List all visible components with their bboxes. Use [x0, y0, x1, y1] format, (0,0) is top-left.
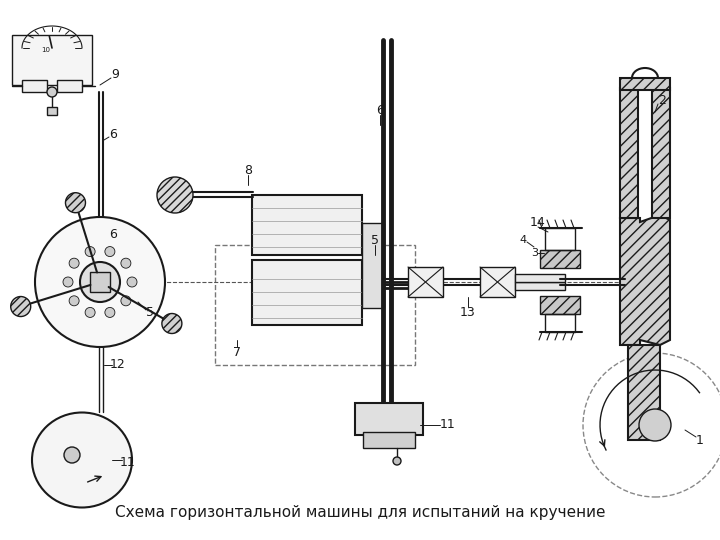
Bar: [545, 314, 575, 332]
Circle shape: [69, 296, 79, 306]
Text: 12: 12: [110, 359, 126, 372]
Circle shape: [639, 409, 671, 441]
Circle shape: [105, 307, 115, 318]
Text: 1: 1: [696, 434, 704, 447]
Text: 2: 2: [658, 93, 666, 106]
Circle shape: [63, 277, 73, 287]
Text: 9: 9: [111, 69, 119, 82]
Bar: [252, 260, 362, 325]
Text: 5: 5: [371, 233, 379, 246]
Circle shape: [11, 296, 31, 316]
Bar: [515, 274, 565, 282]
Text: 11: 11: [440, 418, 456, 431]
Text: 6: 6: [376, 104, 384, 117]
Bar: [620, 78, 670, 90]
Circle shape: [80, 262, 120, 302]
Circle shape: [66, 193, 86, 213]
Circle shape: [85, 307, 95, 318]
Text: 13: 13: [460, 306, 476, 319]
Text: 11: 11: [120, 456, 136, 469]
Bar: [408, 267, 443, 297]
Bar: [252, 195, 362, 255]
Text: Схема горизонтальной машины для испытаний на кручение: Схема горизонтальной машины для испытани…: [114, 504, 606, 519]
Bar: [620, 88, 638, 218]
Ellipse shape: [32, 413, 132, 508]
Circle shape: [85, 247, 95, 256]
Bar: [545, 228, 575, 250]
Text: 6: 6: [109, 228, 117, 241]
Text: 14: 14: [530, 215, 546, 228]
Bar: [57, 80, 82, 92]
Circle shape: [121, 296, 131, 306]
Bar: [47, 107, 57, 115]
Circle shape: [393, 457, 401, 465]
Text: 7: 7: [233, 347, 241, 360]
Bar: [652, 88, 670, 218]
Circle shape: [127, 277, 137, 287]
Text: 8: 8: [244, 164, 252, 177]
Bar: [515, 282, 565, 290]
Bar: [355, 403, 423, 435]
Text: 10: 10: [42, 47, 50, 53]
Bar: [363, 432, 415, 448]
Circle shape: [47, 87, 57, 97]
Polygon shape: [620, 215, 670, 345]
Circle shape: [121, 258, 131, 268]
Bar: [628, 345, 660, 440]
Bar: [362, 223, 384, 308]
Text: 5: 5: [146, 306, 154, 319]
Circle shape: [157, 177, 193, 213]
Bar: [540, 296, 580, 314]
Circle shape: [69, 258, 79, 268]
Bar: [480, 267, 515, 297]
Circle shape: [64, 447, 80, 463]
Bar: [540, 250, 580, 268]
Bar: [22, 80, 47, 92]
Text: 3: 3: [531, 248, 539, 258]
Circle shape: [162, 314, 182, 334]
Bar: [12, 35, 92, 85]
Circle shape: [35, 217, 165, 347]
Text: 6: 6: [109, 129, 117, 141]
Bar: [90, 272, 110, 292]
Circle shape: [105, 247, 115, 256]
Text: 4: 4: [519, 235, 526, 245]
